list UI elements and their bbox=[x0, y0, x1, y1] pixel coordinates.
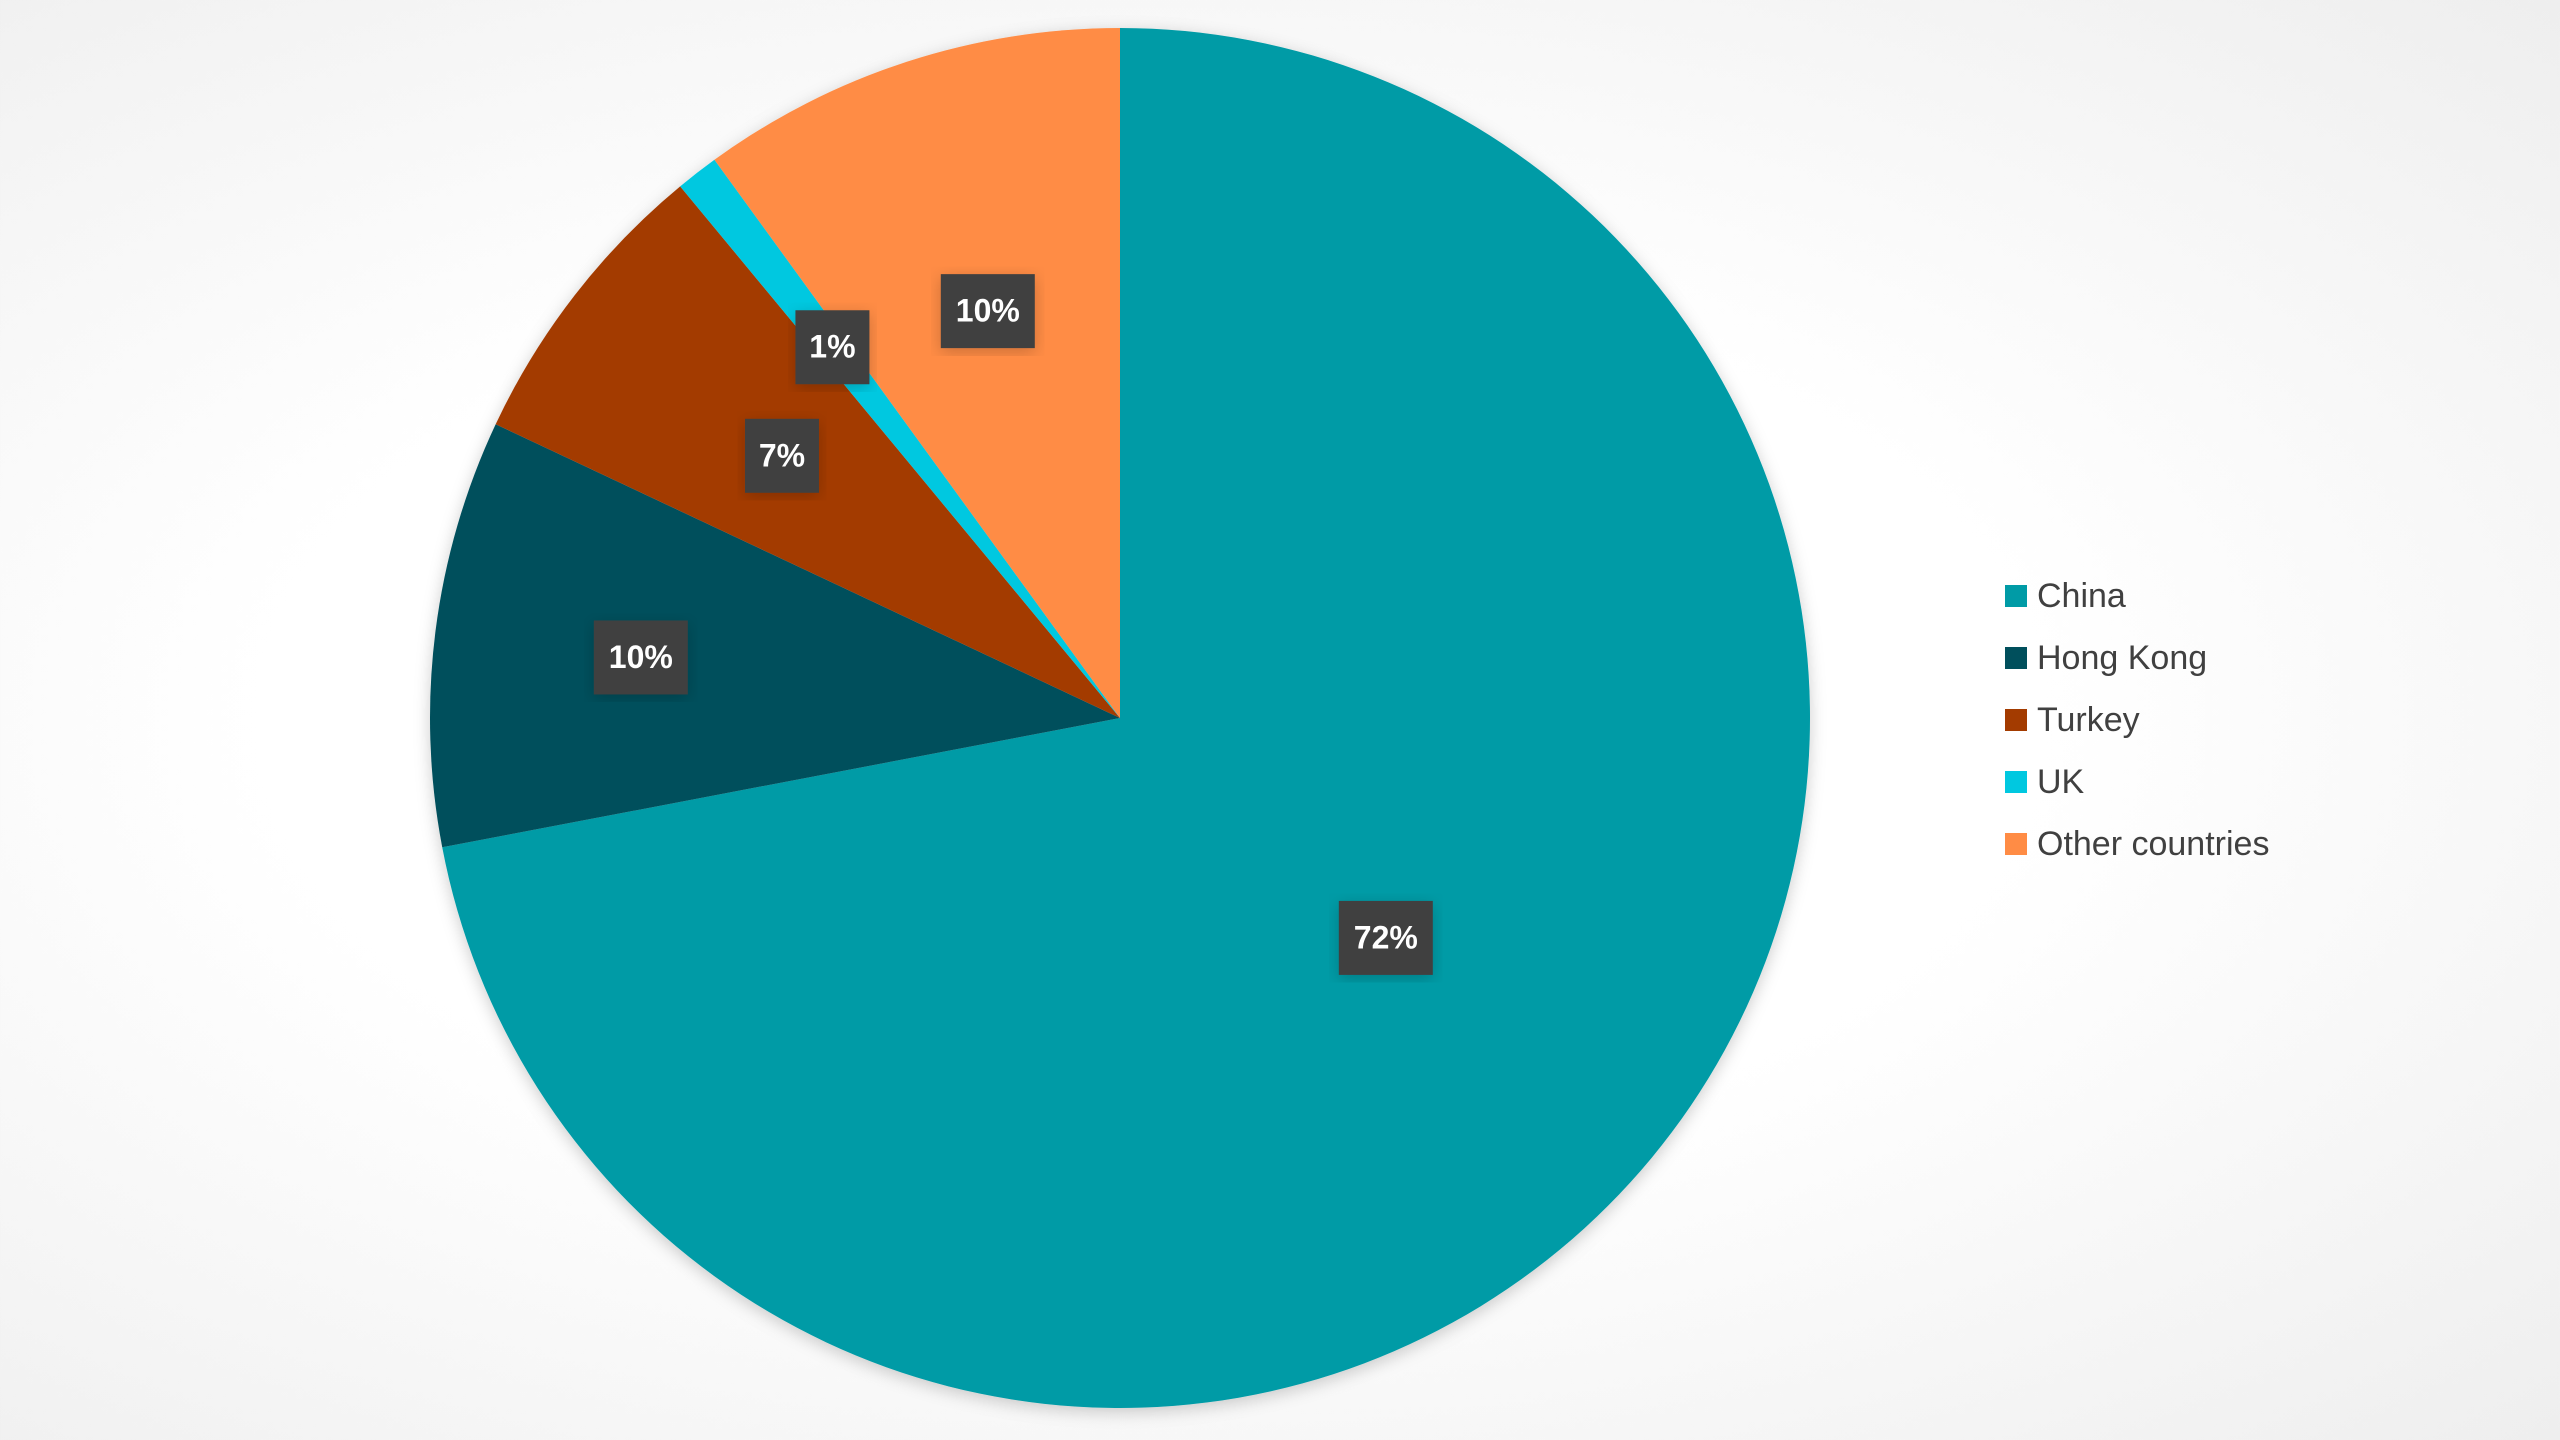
data-label-box bbox=[593, 620, 688, 695]
pie-slice bbox=[430, 424, 1120, 848]
data-label-box bbox=[744, 418, 819, 493]
data-label: 72% bbox=[1354, 919, 1418, 955]
legend-label: UK bbox=[2037, 763, 2085, 801]
legend-label: China bbox=[2037, 577, 2126, 615]
data-label: 1% bbox=[809, 329, 855, 365]
data-label-box bbox=[795, 310, 870, 385]
legend-label: Turkey bbox=[2037, 701, 2140, 739]
pie-slice bbox=[714, 28, 1120, 718]
data-label: 10% bbox=[609, 639, 673, 675]
data-label: 7% bbox=[759, 437, 805, 473]
data-label-box bbox=[940, 274, 1035, 349]
legend-swatch bbox=[2005, 709, 2027, 731]
pie bbox=[430, 28, 1810, 1408]
legend-label: Hong Kong bbox=[2037, 639, 2207, 677]
data-label-box bbox=[1338, 900, 1433, 975]
pie-slice bbox=[680, 159, 1120, 719]
legend-swatch bbox=[2005, 647, 2027, 669]
pie-slice bbox=[442, 28, 1810, 1408]
legend-swatch bbox=[2005, 833, 2027, 855]
legend-label: Other countries bbox=[2037, 825, 2269, 863]
data-label: 10% bbox=[956, 293, 1020, 329]
legend-swatch bbox=[2005, 585, 2027, 607]
legend-swatch bbox=[2005, 771, 2027, 793]
